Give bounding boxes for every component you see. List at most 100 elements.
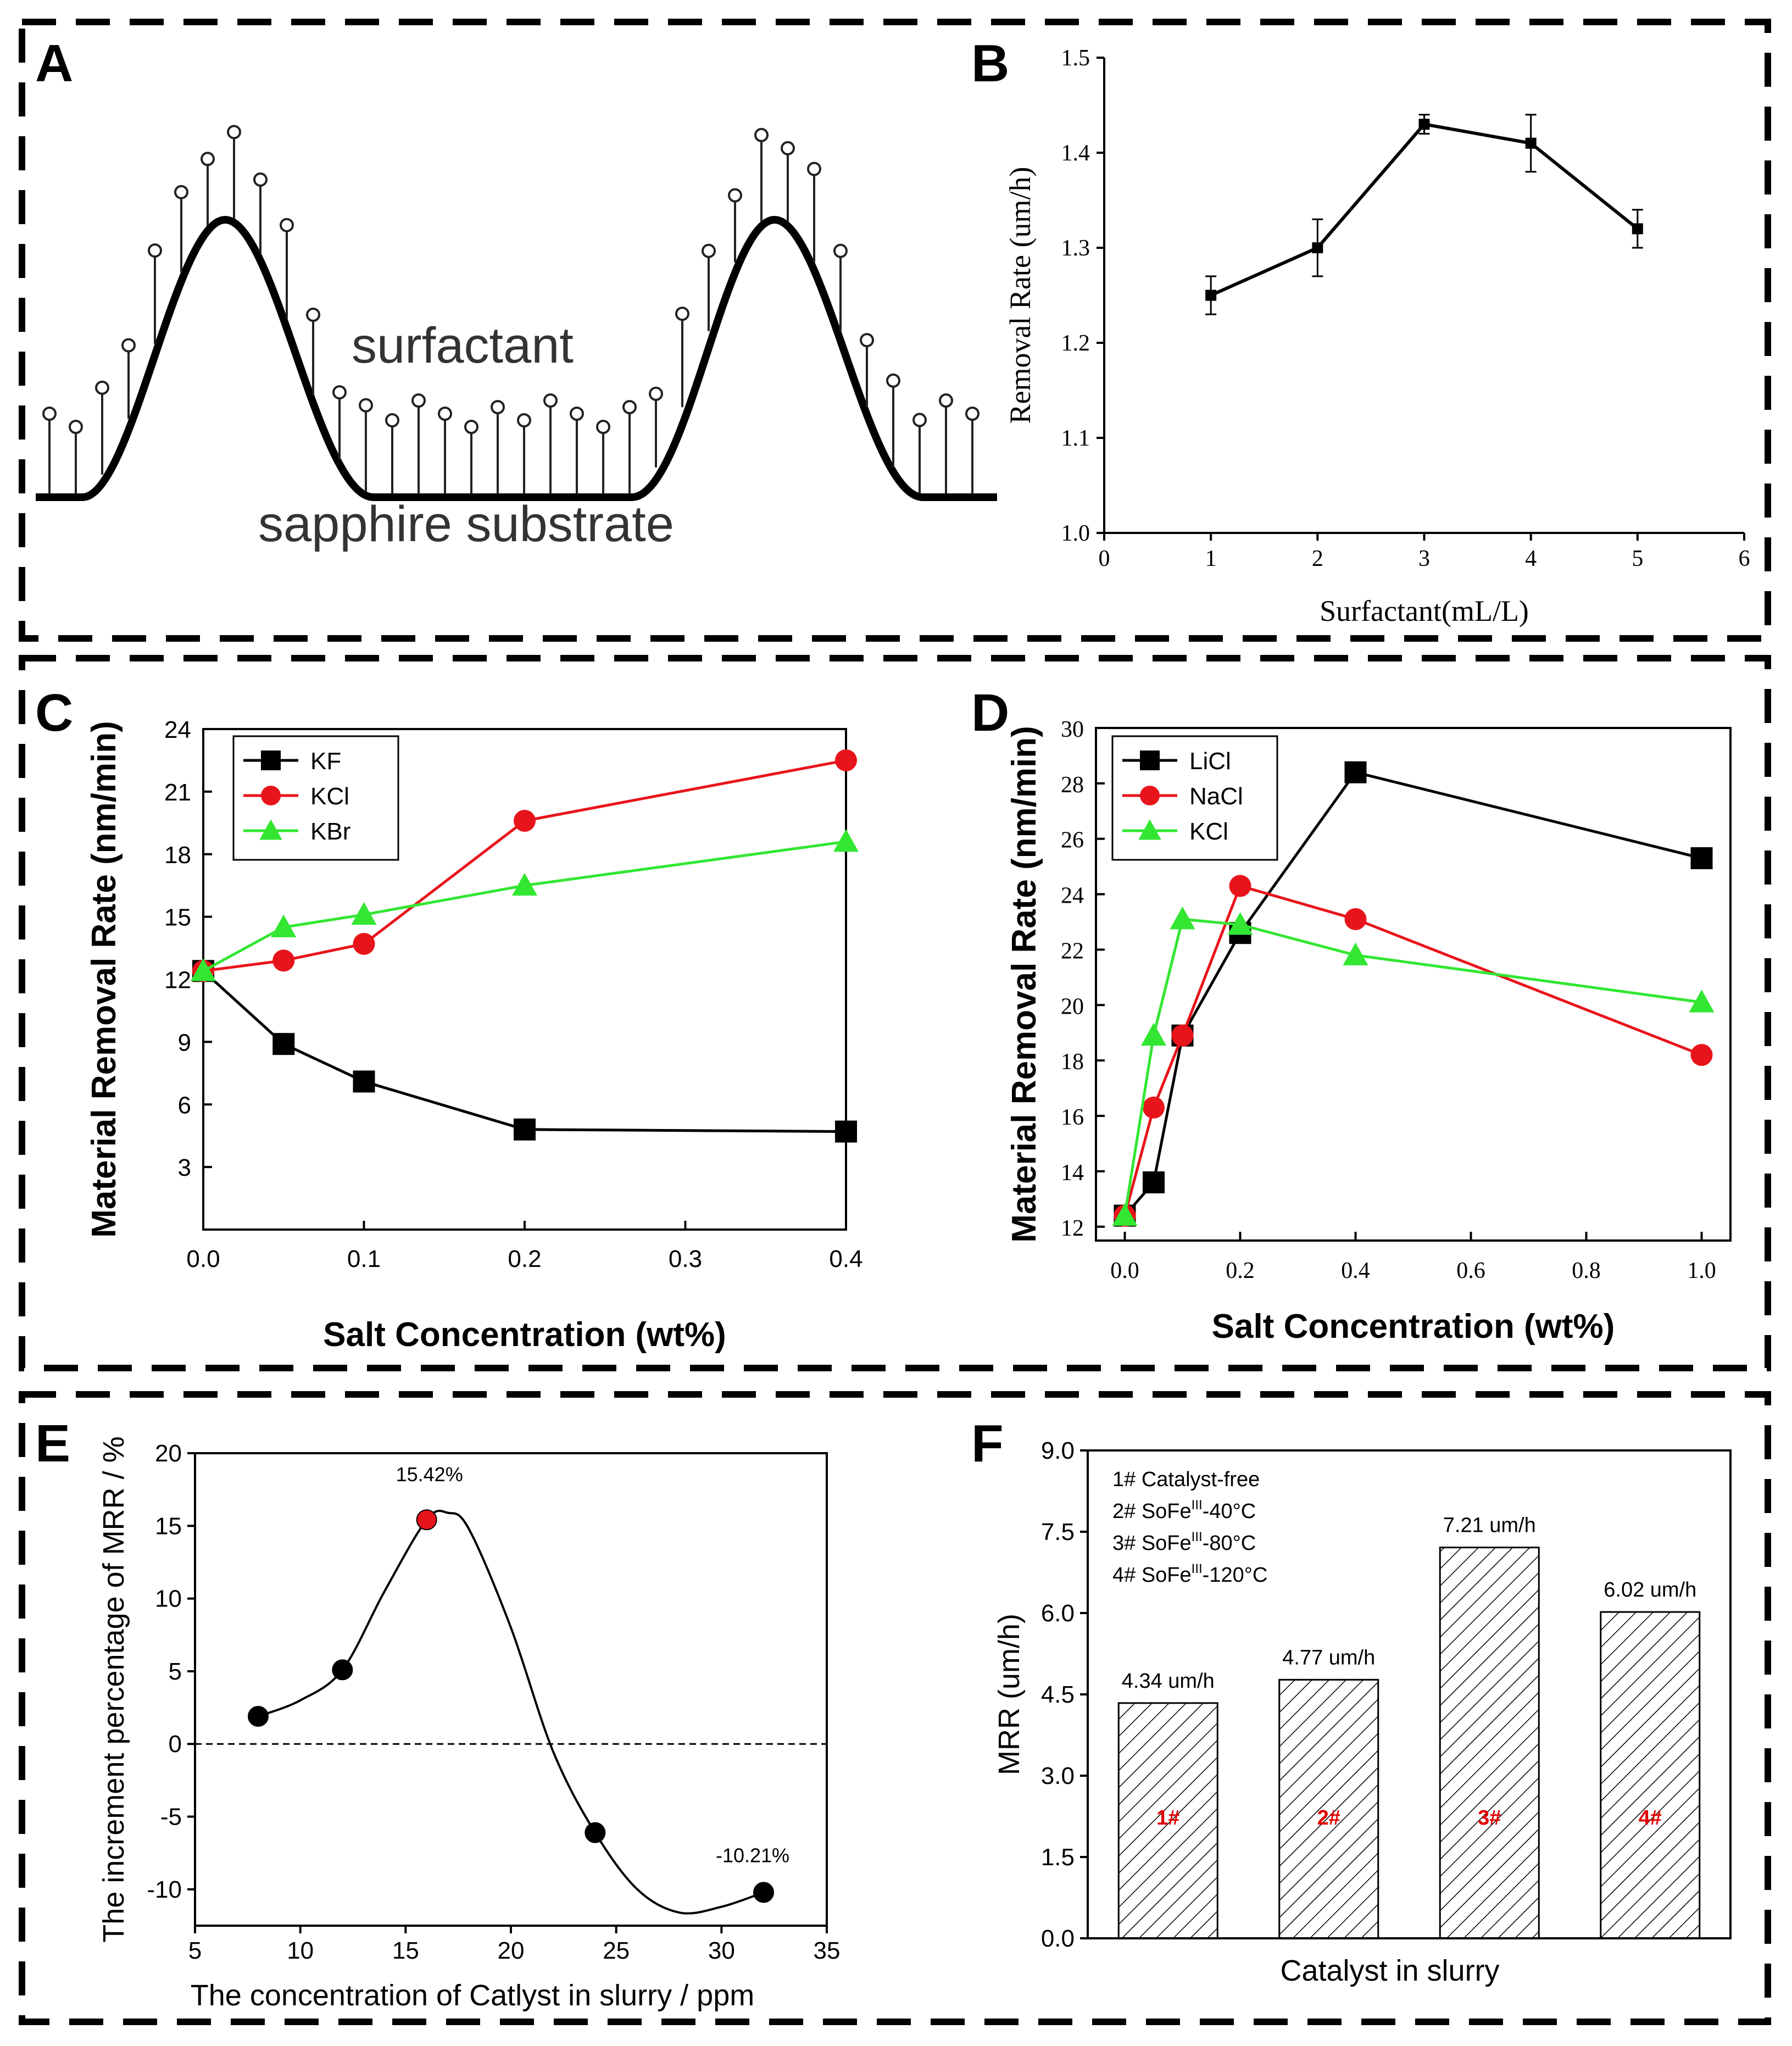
x-tick-label: 5 — [188, 1937, 202, 1964]
molecule-head — [649, 386, 663, 401]
data-point-licl — [1344, 761, 1367, 783]
legend-entry-suffix: -40°C — [1203, 1500, 1256, 1523]
data-point — [1632, 223, 1643, 235]
panel-letter-f: F — [971, 1414, 1004, 1473]
y-tick-label: 1.1 — [1061, 426, 1090, 451]
data-point-kcl — [353, 932, 375, 955]
data-point-kcl — [1689, 989, 1715, 1013]
x-tick-label: 0.2 — [1226, 1258, 1255, 1283]
molecule-head — [438, 407, 452, 421]
bar — [1439, 1547, 1540, 1939]
x-tick-label: 0.2 — [508, 1246, 541, 1272]
data-point — [416, 1509, 437, 1531]
molecule-head — [385, 413, 399, 427]
data-point-nacl — [1229, 875, 1251, 897]
data-point-kbr — [191, 958, 216, 981]
molecule-head — [833, 243, 848, 258]
data-point-kcl — [1170, 906, 1195, 930]
y-tick-label: 3.0 — [1041, 1763, 1075, 1789]
legend-marker — [261, 786, 281, 805]
x-tick-label: 0.4 — [1341, 1258, 1370, 1283]
molecule-head — [464, 420, 478, 434]
molecule-head — [201, 152, 215, 166]
legend-marker — [261, 750, 281, 770]
x-tick-label: 2 — [1312, 546, 1323, 571]
legend-entry: 1# Catalyst-free — [1112, 1468, 1260, 1491]
y-tick-label: 26 — [1061, 828, 1084, 853]
molecule-head — [886, 373, 900, 388]
chart-f: 0.0 1.5 3.0 4.5 6.0 7.5 9.0 Catalyst in slurry M… — [993, 1437, 1732, 1987]
legend-entry: 4# SoFeIII-120°C — [1112, 1561, 1267, 1587]
legend-entry: 3# SoFeIII-80°C — [1112, 1530, 1256, 1555]
x-tick-label: 1.0 — [1687, 1258, 1716, 1283]
y-tick-label: 4.5 — [1041, 1681, 1075, 1708]
y-tick-label: 12 — [164, 967, 191, 994]
legend-label: NaCl — [1189, 783, 1243, 810]
x-tick-label: 0.1 — [347, 1246, 381, 1272]
panel-frame-middle — [19, 655, 1771, 1371]
molecule-head — [965, 407, 980, 421]
data-point-kbr — [351, 902, 377, 925]
molecule-head — [174, 185, 188, 199]
series-line-nacl — [1123, 884, 1702, 1216]
data-point — [1525, 137, 1537, 149]
y-tick-label: 6.0 — [1041, 1600, 1075, 1627]
chart-e: 5 10 15 20 25 30 35 -10 -5 0 5 10 15 20 The concentrat… — [97, 1436, 840, 2012]
y-tick-label: -5 — [160, 1804, 182, 1831]
y-tick-label: 0.0 — [1041, 1925, 1075, 1952]
panel-frame-bottom — [19, 1391, 1771, 2025]
x-tick-label: 35 — [814, 1937, 841, 1964]
y-tick-label: 1.5 — [1041, 1844, 1075, 1871]
bar-value-label: 6.02 um/h — [1604, 1578, 1696, 1602]
legend-marker — [1138, 819, 1161, 840]
y-tick-label: 3 — [178, 1154, 191, 1181]
molecule-head — [69, 420, 83, 434]
y-tick-label: 1.4 — [1061, 141, 1090, 166]
y-tick-label: 7.5 — [1041, 1519, 1075, 1545]
x-axis-title: Catalyst in slurry — [1280, 1954, 1499, 1987]
x-tick-label: 0.3 — [669, 1246, 702, 1272]
y-tick-label: 15 — [155, 1513, 182, 1539]
data-point — [1205, 290, 1217, 301]
data-point-kcl — [272, 949, 295, 972]
data-point-kcl — [835, 749, 857, 771]
y-tick-label: 1.3 — [1061, 236, 1090, 261]
data-point-kf — [514, 1118, 536, 1141]
legend-label: KBr — [310, 818, 350, 845]
y-axis-title: Removal Rate (um/h) — [1004, 167, 1037, 424]
x-tick-label: 10 — [287, 1937, 314, 1964]
y-tick-label: 22 — [1061, 938, 1084, 964]
y-axis-title: Material Removal Rate (nm/min) — [85, 721, 123, 1238]
x-tick-label: 0.0 — [186, 1246, 220, 1272]
x-axis-title: Salt Concentration (wt%) — [1212, 1308, 1615, 1346]
molecule-head — [939, 393, 953, 408]
data-point-licl — [1690, 847, 1713, 870]
bar-category-label: 4# — [1639, 1806, 1662, 1830]
data-point-kbr — [512, 872, 537, 896]
molecule-head — [148, 243, 162, 258]
molecule-head — [227, 125, 241, 140]
legend-label: LiCl — [1189, 748, 1231, 775]
legend-entry-prefix: 2# SoFe — [1112, 1500, 1192, 1523]
bar-value-label: 4.77 um/h — [1282, 1646, 1375, 1669]
bar-category-label: 1# — [1156, 1806, 1179, 1830]
data-point-licl — [1143, 1171, 1165, 1194]
molecule-head — [912, 413, 927, 427]
x-tick-label: 6 — [1739, 546, 1750, 571]
molecule-head — [42, 407, 57, 421]
y-tick-label: 5 — [169, 1658, 182, 1685]
data-point-nacl — [1344, 908, 1367, 930]
y-tick-label: 18 — [164, 842, 191, 869]
legend-entry: 2# SoFeIII-40°C — [1112, 1498, 1256, 1523]
data-point-kbr — [271, 914, 297, 938]
x-tick-label: 1 — [1205, 546, 1217, 571]
y-tick-label: 30 — [1061, 717, 1084, 742]
y-tick-label: 28 — [1061, 772, 1084, 798]
series-line — [1210, 122, 1639, 297]
surfactant-diagram: surfactant sapphire substrate — [36, 125, 997, 552]
data-point — [753, 1882, 774, 1903]
y-tick-label: 0 — [169, 1731, 182, 1758]
x-axis-title: Surfactant(mL/L) — [1320, 594, 1529, 627]
bar-value-label: 7.21 um/h — [1443, 1514, 1536, 1537]
